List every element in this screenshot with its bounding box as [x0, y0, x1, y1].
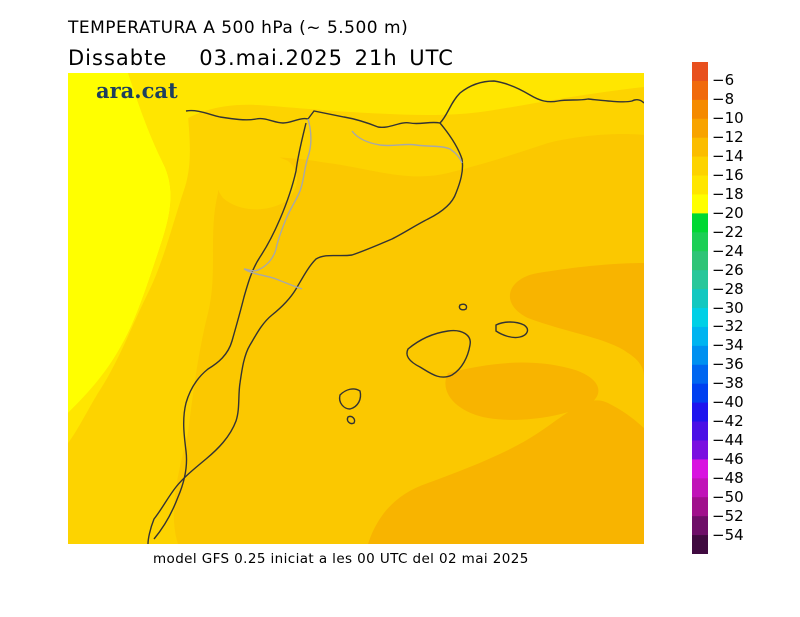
- color-scale-label: −16: [712, 166, 744, 184]
- regional-border: [243, 118, 463, 290]
- color-scale-swatch: [692, 270, 708, 290]
- color-scale-swatch: [692, 421, 708, 441]
- color-scale-swatch: [692, 440, 708, 460]
- color-scale-swatch: [692, 364, 708, 385]
- mallorca: [406, 329, 471, 378]
- pyrenees-border: [185, 80, 644, 129]
- color-scale-swatch: [692, 62, 708, 82]
- map-subtitle: Dissabte 03.mai.2025 21h UTC: [68, 46, 454, 70]
- color-scale-swatch: [692, 175, 708, 195]
- color-scale-label: −14: [712, 147, 744, 166]
- color-scale-swatch: [692, 156, 708, 177]
- color-scale-label: −10: [712, 109, 744, 128]
- field-band-18: [68, 73, 171, 413]
- field-band-14: [509, 263, 644, 378]
- color-scale-label: −22: [712, 222, 744, 241]
- color-scale-bar: [692, 62, 708, 554]
- field-band-16-patch: [214, 154, 298, 210]
- color-scale-swatch: [692, 251, 708, 271]
- color-scale-label: −38: [712, 374, 744, 393]
- color-scale-swatch: [692, 535, 708, 554]
- color-scale-label: −54: [712, 525, 744, 544]
- color-scale-label: −8: [712, 90, 735, 109]
- color-scale-label: −24: [712, 241, 744, 260]
- forecast-datetime: 03.mai.2025 21h UTC: [199, 46, 454, 70]
- eivissa: [338, 388, 362, 410]
- color-scale-swatch: [692, 194, 708, 214]
- color-scale-label: −26: [712, 260, 744, 279]
- color-scale-swatch: [692, 459, 708, 479]
- color-scale-labels: −6 −8 −10 −12 −14 −16 −18 −20 −22 −24 −26 −28 −30 −32…: [712, 62, 792, 562]
- color-scale-swatch: [692, 289, 708, 309]
- color-scale-label: −44: [712, 431, 744, 449]
- field-band-14-mid: [445, 362, 599, 420]
- color-scale-label: −32: [712, 317, 744, 336]
- color-scale-label: −50: [712, 487, 744, 506]
- menorca: [495, 321, 529, 339]
- color-scale-swatch: [692, 99, 708, 120]
- forecast-day: Dissabte: [68, 46, 168, 70]
- color-scale-label: −20: [712, 203, 744, 222]
- ara-cat-logo: ara.cat: [96, 78, 178, 103]
- color-scale-swatch: [692, 232, 708, 252]
- cabrera-islet: [458, 303, 468, 311]
- color-scale-swatch: [692, 516, 708, 536]
- color-scale-swatch: [692, 478, 708, 498]
- east-coast: [147, 122, 464, 544]
- color-scale-swatch: [692, 345, 708, 366]
- color-scale-swatch: [692, 308, 708, 328]
- western-border: [153, 122, 307, 540]
- formentera: [346, 415, 356, 425]
- map-title: TEMPERATURA A 500 hPa (~ 5.500 m): [68, 18, 409, 38]
- color-scale-label: −52: [712, 506, 744, 525]
- color-scale-label: −42: [712, 412, 744, 430]
- color-scale-label: −30: [712, 298, 744, 317]
- color-scale-swatch: [692, 497, 708, 517]
- color-scale-swatch: [692, 326, 708, 347]
- color-scale-label: −12: [712, 128, 744, 147]
- field-band-14-south: [368, 400, 644, 544]
- color-scale-swatch: [692, 383, 708, 404]
- color-scale-label: −40: [712, 393, 744, 412]
- color-scale-label: −18: [712, 185, 744, 203]
- color-scale-swatch: [692, 213, 708, 233]
- color-scale-label: −48: [712, 468, 744, 487]
- temperature-map: [68, 73, 644, 544]
- color-scale-swatch: [692, 118, 708, 139]
- color-scale-swatch: [692, 80, 708, 101]
- color-scale-label: −46: [712, 449, 744, 468]
- color-scale-label: −34: [712, 336, 744, 355]
- color-scale-swatch: [692, 402, 708, 423]
- color-scale-label: −28: [712, 279, 744, 298]
- field-band-17-west: [68, 73, 190, 443]
- color-scale-label: −6: [712, 71, 735, 90]
- color-scale-label: −36: [712, 355, 744, 374]
- model-caption: model GFS 0.25 iniciat a les 00 UTC del …: [153, 551, 529, 567]
- color-scale-swatch: [692, 137, 708, 158]
